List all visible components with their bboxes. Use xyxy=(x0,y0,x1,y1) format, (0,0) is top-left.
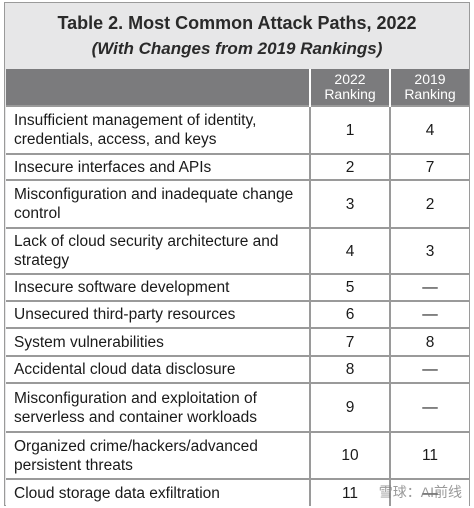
header-row: 2022 Ranking 2019 Ranking xyxy=(6,69,469,106)
title: Table 2. Most Common Attack Paths, 2022 xyxy=(57,13,417,33)
attack-path: Lack of cloud security architecture and … xyxy=(6,227,310,274)
attack-path: Cloud storage data exfiltration xyxy=(6,478,310,506)
header-label: Ranking xyxy=(324,86,376,102)
row: Accidental cloud data disclosure 8— xyxy=(6,355,469,383)
ranking: 4 xyxy=(309,227,390,274)
row: System vulnerabilities 7 8 xyxy=(6,327,469,356)
row: Misconfiguration and inadequate change c… xyxy=(6,179,469,228)
ranking: 5 xyxy=(309,273,390,301)
watermark: 雪球：AI前线 xyxy=(378,484,462,500)
header-year: 2019 xyxy=(414,71,446,87)
row: Insufficient management of identity, cre… xyxy=(6,105,469,154)
ranking: 3 xyxy=(309,179,390,228)
ranking: 11 xyxy=(389,431,469,479)
subtitle: (With Changes from 2019 Rankings) xyxy=(91,39,383,58)
attack-path: Insecure interfaces and APIs xyxy=(6,153,310,180)
attack-path: System vulnerabilities xyxy=(6,327,310,356)
ranking: 3 xyxy=(389,227,469,274)
attack-path: Misconfiguration and inadequate change c… xyxy=(6,179,310,228)
ranking: — xyxy=(389,273,469,301)
header-label: Ranking xyxy=(404,86,456,102)
attack-path: Insufficient management of identity, cre… xyxy=(6,105,310,154)
attack-path: Misconfiguration and exploitation of ser… xyxy=(6,382,310,432)
header-year: 2022 xyxy=(334,71,366,87)
row: Cloud storage data exfiltration 11— xyxy=(6,478,469,506)
ranking: 9 xyxy=(309,382,390,432)
row: Organized crime/hackers/advanced persist… xyxy=(6,431,469,479)
header-cell xyxy=(6,69,310,106)
row: Misconfiguration and exploitation of ser… xyxy=(6,382,469,432)
ranking: 10 xyxy=(309,431,390,479)
ranking: — xyxy=(389,478,469,506)
header-cell: 2019 Ranking xyxy=(389,69,469,106)
ranking: — xyxy=(389,355,469,383)
ranking: 6 xyxy=(309,300,390,328)
row: Unsecured third-party resources 6— xyxy=(6,300,469,328)
ranking: 7 xyxy=(309,327,390,356)
ranking: 11 xyxy=(309,478,390,506)
ranking: 8 xyxy=(309,355,390,383)
table-panel: Table 2. Most Common Attack Paths, 2022 … xyxy=(4,2,470,506)
attack-path: Accidental cloud data disclosure xyxy=(6,355,310,383)
attack-path: Organized crime/hackers/advanced persist… xyxy=(6,431,310,479)
ranking: 8 xyxy=(389,327,469,356)
ranking: 4 xyxy=(389,105,469,154)
header-cell: 2022 Ranking xyxy=(309,69,390,106)
row: Insecure software development 5— xyxy=(6,273,469,301)
attack-path: Insecure software development xyxy=(6,273,310,301)
ranking: — xyxy=(389,382,469,432)
ranking: 2 xyxy=(389,179,469,228)
row: Insecure interfaces and APIs 2 7 xyxy=(6,153,469,180)
table: 2022 Ranking 2019 Ranking Insufficient manag… xyxy=(6,69,469,506)
ranking: 2 xyxy=(309,153,390,180)
attack-path: Unsecured third-party resources xyxy=(6,300,310,328)
ranking: 7 xyxy=(389,153,469,180)
ranking: 1 xyxy=(309,105,390,154)
row: Lack of cloud security architecture and … xyxy=(6,227,469,274)
ranking: — xyxy=(389,300,469,328)
